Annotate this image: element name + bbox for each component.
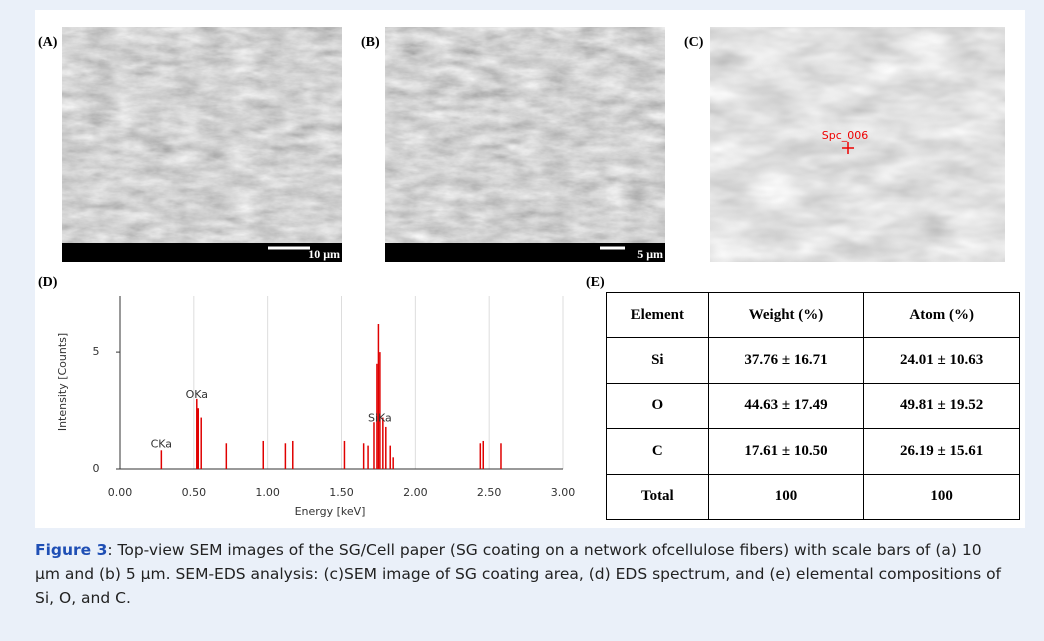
panel-label: (B) xyxy=(361,35,380,50)
table-row: C 17.61 ± 10.50 26.19 ± 15.61 xyxy=(606,428,1020,475)
panel-label: (E) xyxy=(586,275,605,290)
x-tick-label: 2.00 xyxy=(403,486,428,499)
caption: Figure 3: Top-view SEM images of the SG/… xyxy=(35,538,1010,610)
table-cell: Atom (%) xyxy=(863,291,1020,339)
x-tick-label: 0.00 xyxy=(108,486,133,499)
info-bar xyxy=(62,243,342,262)
table-cell: C xyxy=(606,428,709,475)
figure: 10 μm 5 μm Spc_006 (A) (B) (C) (D) (E) E… xyxy=(38,27,1005,518)
table-cell: O xyxy=(606,382,709,430)
table-cell: Element xyxy=(606,291,709,339)
table-cell: Weight (%) xyxy=(707,291,865,339)
table-cell: 49.81 ± 19.52 xyxy=(863,382,1020,430)
table-cell: 26.19 ± 15.61 xyxy=(863,428,1020,475)
table-cell: 100 xyxy=(863,473,1020,521)
peak-annotation: OKa xyxy=(186,388,208,401)
scale-label: 5 μm xyxy=(637,247,663,261)
y-tick-label: 0 xyxy=(93,462,100,475)
sem-image xyxy=(385,27,665,262)
scale-label: 10 μm xyxy=(308,247,340,261)
sem-image xyxy=(710,27,1005,262)
x-tick-label: 1.00 xyxy=(255,486,280,499)
x-tick-label: 0.50 xyxy=(182,486,207,499)
table-cell: 37.76 ± 16.71 xyxy=(707,337,865,384)
peak-annotation: CKa xyxy=(151,437,172,450)
y-axis-label: Intensity [Counts] xyxy=(56,333,69,431)
x-tick-label: 3.00 xyxy=(551,486,576,499)
table-row: Total 100 100 xyxy=(606,473,1020,521)
sem-image xyxy=(62,27,342,262)
table-cell: Total xyxy=(606,473,709,521)
peak-annotation: SiKa xyxy=(368,412,392,425)
panel-label: (A) xyxy=(38,35,58,50)
x-axis-label: Energy [keV] xyxy=(295,505,366,518)
x-tick-label: 2.50 xyxy=(477,486,502,499)
table-cell: 17.61 ± 10.50 xyxy=(707,428,865,475)
table-row: Element Weight (%) Atom (%) xyxy=(606,291,1020,339)
composition-table: Element Weight (%) Atom (%) Si 37.76 ± 16.71… xyxy=(606,291,1020,521)
x-tick-label: 1.50 xyxy=(329,486,354,499)
y-tick-label: 5 xyxy=(93,345,100,358)
table-row: O 44.63 ± 17.49 49.81 ± 19.52 xyxy=(606,382,1020,430)
table-cell: Si xyxy=(606,337,709,384)
caption-text: : Top-view SEM images of the SG/Cell pap… xyxy=(35,541,1002,607)
spot-marker xyxy=(842,142,854,154)
info-bar xyxy=(385,243,665,262)
spot-label: Spc_006 xyxy=(822,129,869,142)
figure-label: Figure 3 xyxy=(35,541,108,559)
panel-label: (D) xyxy=(38,275,58,290)
table-cell: 24.01 ± 10.63 xyxy=(863,337,1020,384)
table-row: Si 37.76 ± 16.71 24.01 ± 10.63 xyxy=(606,337,1020,384)
table-cell: 44.63 ± 17.49 xyxy=(707,382,865,430)
table-cell: 100 xyxy=(707,473,865,521)
panel-label: (C) xyxy=(684,35,704,50)
